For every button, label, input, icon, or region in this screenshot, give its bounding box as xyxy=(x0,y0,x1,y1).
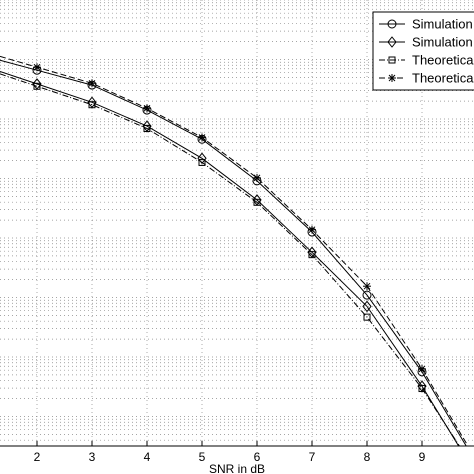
x-tick-label: 2 xyxy=(34,450,41,464)
marker-star xyxy=(143,104,151,113)
marker-square xyxy=(88,101,96,109)
marker-diamond xyxy=(197,152,207,165)
marker-star xyxy=(308,225,316,234)
marker-square xyxy=(253,198,261,206)
legend-label: Simulation xyxy=(412,17,473,32)
legend: Simulation Simulation Theoretical Theoretic… xyxy=(372,11,474,91)
marker-square xyxy=(388,56,396,64)
marker-star xyxy=(363,282,371,291)
legend-entry: Simulation xyxy=(379,35,473,50)
marker-square xyxy=(198,158,206,166)
series-group xyxy=(0,55,469,446)
x-axis-label: SNR in dB xyxy=(209,462,265,474)
legend-label: Theoretical xyxy=(412,53,474,68)
series-line xyxy=(0,71,460,446)
marker-square xyxy=(33,82,41,90)
marker-square xyxy=(143,125,151,133)
x-tick-label: 4 xyxy=(144,450,151,464)
series-line xyxy=(0,73,461,446)
legend-label: Theoretical xyxy=(412,71,474,86)
marker-star xyxy=(418,364,426,373)
x-ticks: 2 3 4 5 6 7 8 9 xyxy=(34,441,426,464)
series-line xyxy=(0,59,467,446)
marker-square xyxy=(363,313,371,321)
marker-star xyxy=(388,74,396,82)
x-tick-label: 6 xyxy=(254,450,261,464)
legend-entry: Theoretical xyxy=(379,53,474,68)
marker-square xyxy=(308,251,316,259)
x-tick-label: 8 xyxy=(364,450,371,464)
marker-star xyxy=(253,173,261,182)
marker-diamond xyxy=(387,36,397,48)
legend-entry: Simulation xyxy=(379,17,473,32)
series-3 xyxy=(0,73,461,446)
x-tick-label: 9 xyxy=(419,450,426,464)
marker-square xyxy=(418,385,426,393)
x-tick-label: 3 xyxy=(89,450,96,464)
legend-box xyxy=(372,11,474,91)
legend-entries: Simulation Simulation Theoretical Theoretic… xyxy=(379,17,474,86)
marker-star xyxy=(88,79,96,88)
marker-star xyxy=(33,63,41,72)
marker-star xyxy=(198,133,206,142)
marker-diamond xyxy=(362,300,372,313)
series-line xyxy=(0,55,469,446)
marker-circle xyxy=(387,19,397,29)
x-tick-label: 7 xyxy=(309,450,316,464)
series-4 xyxy=(0,55,469,446)
legend-label: Simulation xyxy=(412,35,473,50)
marker-circle xyxy=(362,290,372,300)
x-tick-label: 5 xyxy=(199,450,206,464)
legend-entry: Theoretical xyxy=(379,71,474,86)
